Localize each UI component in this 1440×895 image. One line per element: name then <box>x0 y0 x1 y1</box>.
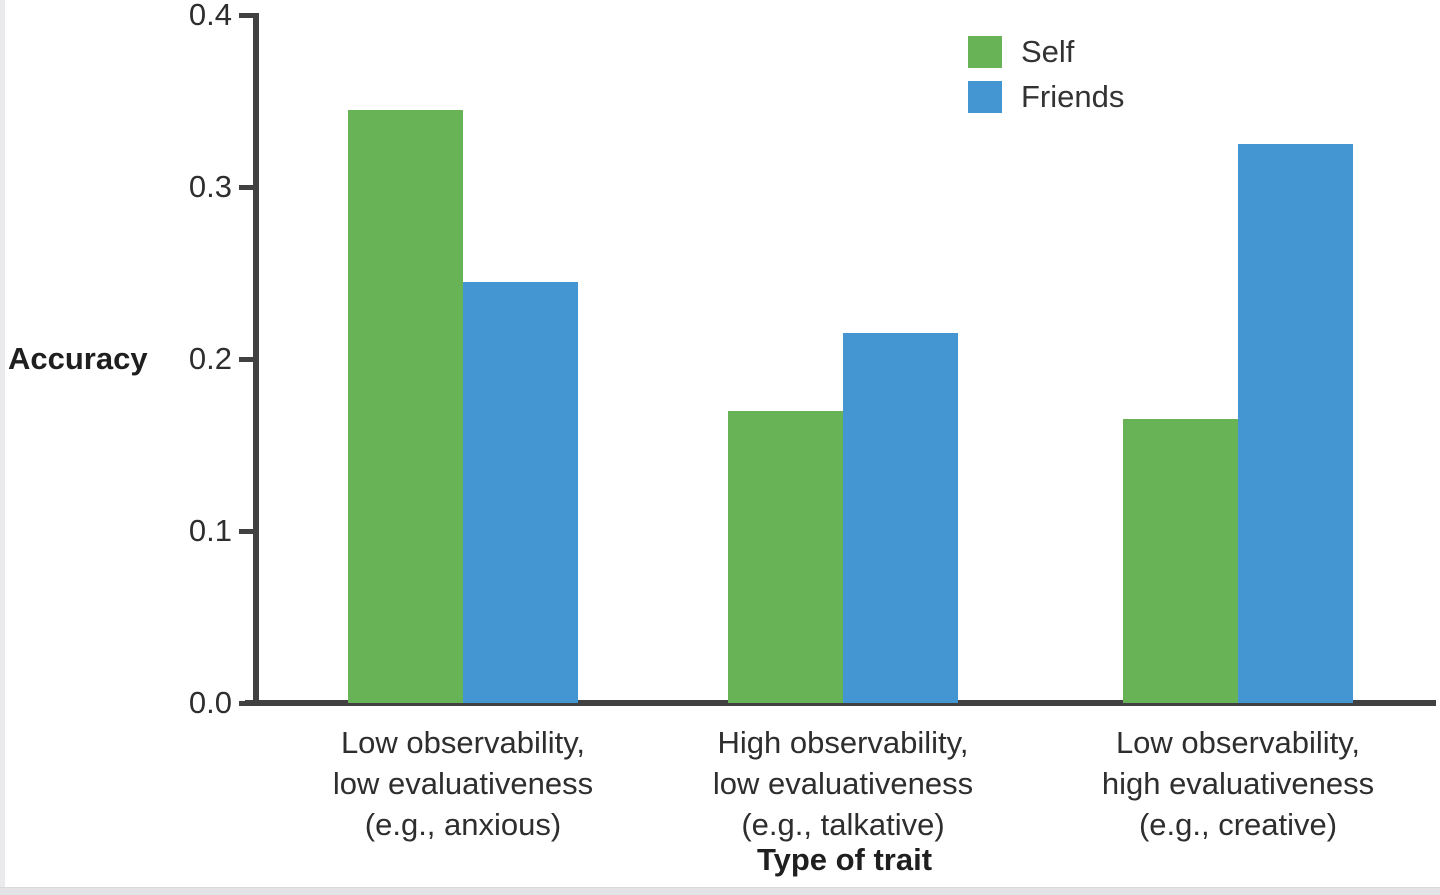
y-tick-label: 0.0 <box>188 685 232 720</box>
page-edge-bottom <box>0 887 1440 895</box>
y-tick-mark <box>239 13 255 18</box>
bar-friends-0 <box>463 281 578 703</box>
x-axis-line <box>245 700 1436 706</box>
bar-self-2 <box>1123 419 1238 703</box>
category-label-line: low evaluativeness <box>332 766 594 801</box>
legend-swatch-self <box>968 36 1002 68</box>
legend-swatch-friends <box>968 81 1002 113</box>
legend-item-self: Self <box>968 36 1124 68</box>
legend-label-self: Self <box>1021 34 1075 69</box>
bar-self-0 <box>348 109 463 703</box>
y-tick-label: 0.4 <box>188 0 232 32</box>
category-label-line: Low observability, <box>340 725 586 760</box>
x-axis-title: Type of trait <box>756 842 933 877</box>
category-label-line: (e.g., creative) <box>1138 807 1338 842</box>
bar-self-1 <box>728 410 843 703</box>
y-axis-line <box>253 13 259 706</box>
category-label-line: low evaluativeness <box>712 766 974 801</box>
legend-item-friends: Friends <box>968 81 1124 113</box>
category-label-line: high evaluativeness <box>1101 766 1375 801</box>
y-tick-mark <box>239 357 255 362</box>
category-label-2: Low observability, high evaluativeness (e.… <box>1028 722 1440 845</box>
y-tick-mark <box>239 185 255 190</box>
category-label-line: (e.g., anxious) <box>364 807 562 842</box>
category-label-line: (e.g., talkative) <box>741 807 945 842</box>
category-label-line: Low observability, <box>1115 725 1361 760</box>
bar-friends-2 <box>1238 144 1353 703</box>
y-tick-label: 0.3 <box>188 169 232 204</box>
page-edge-left <box>0 0 5 895</box>
y-tick-label: 0.1 <box>188 513 232 548</box>
legend-label-friends: Friends <box>1021 79 1125 114</box>
category-label-line: High observability, <box>717 725 969 760</box>
y-axis-title: Accuracy <box>8 341 148 376</box>
category-label-1: High observability, low evaluativeness (e.… <box>633 722 1053 845</box>
y-tick-label: 0.2 <box>188 341 232 376</box>
y-tick-mark <box>239 529 255 534</box>
legend: Self Friends <box>968 36 1124 113</box>
bar-friends-1 <box>843 333 958 703</box>
category-label-0: Low observability, low evaluativeness (e.g… <box>253 722 673 845</box>
